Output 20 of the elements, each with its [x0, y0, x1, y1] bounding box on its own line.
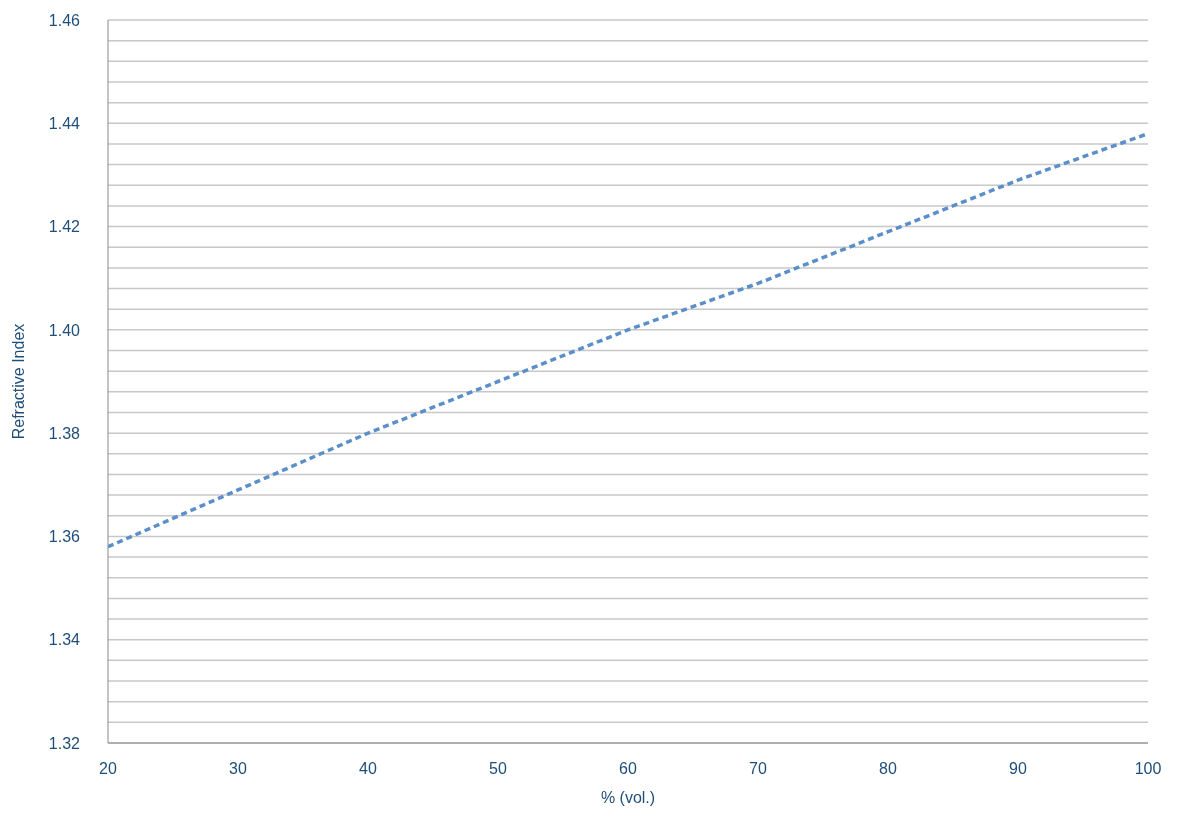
x-tick-label: 50 — [489, 760, 507, 778]
x-tick-label: 90 — [1009, 760, 1027, 778]
line-series — [108, 131, 1148, 549]
y-tick-label: 1.36 — [48, 528, 81, 546]
x-tick-label: 100 — [1134, 760, 1162, 778]
x-tick-label: 30 — [229, 760, 247, 778]
y-tick-label: 1.46 — [48, 11, 81, 29]
y-tick-label: 1.40 — [48, 321, 81, 339]
x-tick-label: 20 — [99, 760, 117, 778]
x-tick-label: 80 — [879, 760, 897, 778]
y-tick-label: 1.34 — [48, 631, 81, 649]
y-tick-label: 1.38 — [48, 424, 81, 442]
x-tick-label: 70 — [749, 760, 767, 778]
y-tick-label: 1.32 — [48, 734, 81, 752]
x-axis-title: % (vol.) — [600, 789, 656, 806]
y-tick-label: 1.42 — [48, 218, 81, 236]
y-tick-label: 1.44 — [48, 114, 81, 132]
y-axis-title: Refractive Index — [9, 323, 27, 440]
x-tick-label: 60 — [619, 760, 637, 778]
x-tick-label: 40 — [359, 760, 377, 778]
